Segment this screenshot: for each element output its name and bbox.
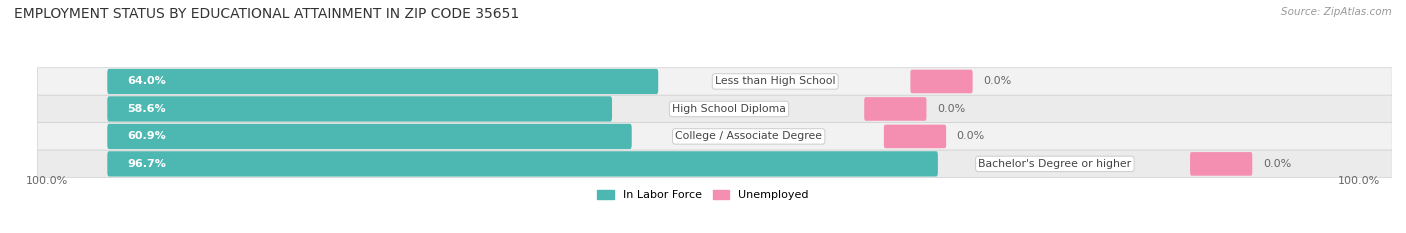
Text: 0.0%: 0.0% bbox=[936, 104, 965, 114]
Text: 64.0%: 64.0% bbox=[127, 76, 166, 86]
Text: 100.0%: 100.0% bbox=[25, 176, 67, 186]
FancyBboxPatch shape bbox=[107, 96, 612, 122]
Text: 0.0%: 0.0% bbox=[983, 76, 1011, 86]
FancyBboxPatch shape bbox=[911, 70, 973, 93]
FancyBboxPatch shape bbox=[38, 123, 1392, 150]
FancyBboxPatch shape bbox=[1189, 152, 1253, 176]
FancyBboxPatch shape bbox=[107, 124, 631, 149]
Legend: In Labor Force, Unemployed: In Labor Force, Unemployed bbox=[593, 185, 813, 205]
Text: 58.6%: 58.6% bbox=[127, 104, 166, 114]
Text: Less than High School: Less than High School bbox=[716, 76, 835, 86]
FancyBboxPatch shape bbox=[38, 95, 1392, 123]
Text: 96.7%: 96.7% bbox=[127, 159, 166, 169]
Text: Source: ZipAtlas.com: Source: ZipAtlas.com bbox=[1281, 7, 1392, 17]
FancyBboxPatch shape bbox=[107, 151, 938, 177]
Text: 60.9%: 60.9% bbox=[127, 131, 166, 141]
FancyBboxPatch shape bbox=[865, 97, 927, 121]
FancyBboxPatch shape bbox=[38, 150, 1392, 178]
Text: Bachelor's Degree or higher: Bachelor's Degree or higher bbox=[979, 159, 1132, 169]
Text: 100.0%: 100.0% bbox=[1339, 176, 1381, 186]
FancyBboxPatch shape bbox=[884, 125, 946, 148]
FancyBboxPatch shape bbox=[107, 69, 658, 94]
Text: 0.0%: 0.0% bbox=[956, 131, 984, 141]
FancyBboxPatch shape bbox=[38, 68, 1392, 95]
Text: College / Associate Degree: College / Associate Degree bbox=[675, 131, 823, 141]
Text: EMPLOYMENT STATUS BY EDUCATIONAL ATTAINMENT IN ZIP CODE 35651: EMPLOYMENT STATUS BY EDUCATIONAL ATTAINM… bbox=[14, 7, 519, 21]
Text: High School Diploma: High School Diploma bbox=[672, 104, 786, 114]
Text: 0.0%: 0.0% bbox=[1263, 159, 1291, 169]
